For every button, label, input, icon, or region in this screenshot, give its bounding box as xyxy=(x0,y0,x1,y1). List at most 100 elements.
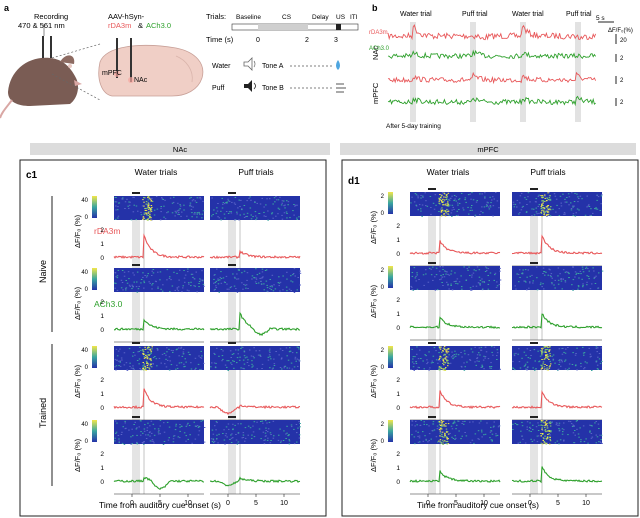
heatmap-pixel xyxy=(486,270,488,272)
heatmap-pixel xyxy=(278,282,281,284)
heatmap-pixel xyxy=(442,285,444,286)
heatmap-hot-pixel xyxy=(443,196,445,198)
heatmap-pixel xyxy=(461,286,463,288)
heatmap-pixel xyxy=(595,434,597,436)
heatmap-pixel xyxy=(570,209,573,211)
y-tick-label: 0 xyxy=(396,251,400,258)
heatmap-pixel xyxy=(523,351,526,353)
heatmap-hot-pixel xyxy=(546,346,548,348)
heatmap-pixel xyxy=(224,282,226,283)
heatmap-hot-pixel xyxy=(144,368,147,369)
heatmap-pixel xyxy=(283,430,285,432)
heatmap-pixel xyxy=(291,352,294,354)
heatmap-pixel xyxy=(152,269,155,270)
heatmap-pixel xyxy=(479,283,481,285)
heatmap-pixel xyxy=(565,348,567,350)
heatmap-pixel xyxy=(293,214,295,216)
heatmap-pixel xyxy=(217,216,219,218)
heatmap-pixel xyxy=(273,365,276,366)
heatmap-pixel xyxy=(220,210,222,212)
heatmap-pixel xyxy=(168,426,171,428)
heatmap-hot-pixel xyxy=(445,423,447,425)
heatmap-pixel xyxy=(572,424,574,426)
heatmap-pixel xyxy=(461,435,463,437)
heatmap-pixel xyxy=(518,348,520,350)
heatmap-hot-pixel xyxy=(445,205,448,207)
heatmap-pixel xyxy=(597,356,599,358)
heatmap-hot-pixel xyxy=(150,360,152,362)
heatmap xyxy=(512,192,602,216)
heatmap-pixel xyxy=(542,283,544,285)
heatmap xyxy=(210,268,300,292)
heatmap-pixel xyxy=(144,424,146,426)
heatmap-pixel xyxy=(266,287,269,289)
heatmap-pixel xyxy=(418,437,421,439)
heatmap-hot-pixel xyxy=(442,358,445,360)
heatmap-pixel xyxy=(479,279,482,281)
signal-trace xyxy=(113,476,205,491)
heatmap-pixel xyxy=(449,362,452,364)
heatmap-hot-pixel xyxy=(542,420,544,422)
heatmap-hot-pixel xyxy=(540,195,542,197)
heatmap-pixel xyxy=(249,207,252,209)
heatmap-pixel xyxy=(143,287,145,289)
heatmap-hot-pixel xyxy=(547,434,549,435)
heatmap-pixel xyxy=(159,219,162,221)
cue-shade xyxy=(428,192,436,266)
heatmap-pixel xyxy=(520,209,523,211)
heatmap-pixel xyxy=(237,269,240,271)
virus-label: AAV-hSyn- xyxy=(108,12,145,21)
heatmap-pixel xyxy=(458,430,460,432)
heatmap-pixel xyxy=(266,422,268,424)
heatmap-pixel xyxy=(176,364,178,366)
heatmap-pixel xyxy=(587,205,590,207)
heatmap-pixel xyxy=(580,365,582,367)
heatmap-pixel xyxy=(221,207,224,209)
heatmap-pixel xyxy=(247,359,249,361)
heatmap-pixel xyxy=(263,211,265,213)
heatmap-pixel xyxy=(187,351,190,353)
heatmap-pixel xyxy=(524,197,526,199)
heatmap-pixel xyxy=(241,346,243,348)
heatmap-hot-pixel xyxy=(543,358,545,360)
heatmap-pixel xyxy=(203,362,205,364)
heatmap-pixel xyxy=(457,354,460,356)
heatmap-pixel xyxy=(554,279,556,281)
heatmap-hot-pixel xyxy=(444,435,446,437)
heatmap-pixel xyxy=(270,440,272,441)
heatmap-pixel xyxy=(288,440,291,442)
heatmap-pixel xyxy=(132,196,134,198)
heatmap-pixel xyxy=(237,432,240,434)
heatmap-pixel xyxy=(541,429,544,431)
heatmap-pixel xyxy=(550,430,552,432)
heatmap-pixel xyxy=(213,362,216,364)
signal-trace xyxy=(409,390,501,410)
heatmap-pixel xyxy=(589,356,592,358)
heatmap-pixel xyxy=(242,288,244,290)
heatmap-pixel xyxy=(417,435,419,437)
heatmap-pixel xyxy=(162,284,164,286)
heatmap-hot-pixel xyxy=(548,359,550,360)
heatmap-pixel xyxy=(248,197,250,199)
heatmap-pixel xyxy=(230,212,233,214)
heatmap-pixel xyxy=(288,434,290,436)
heatmap-hot-pixel xyxy=(439,194,441,195)
x-tick-label: 0 xyxy=(528,500,532,507)
y-tick-label: 1 xyxy=(100,391,104,398)
panel-a: a Recording 470 & 561 nm AAV-hSyn- rDA3m… xyxy=(0,3,359,119)
heatmap-hot-pixel xyxy=(149,349,151,351)
heatmap-pixel xyxy=(227,370,229,371)
heatmap-pixel xyxy=(595,442,598,444)
heatmap-pixel xyxy=(545,271,547,273)
heatmap-hot-pixel xyxy=(442,359,444,361)
heatmap-hot-pixel xyxy=(540,421,543,423)
heatmap-pixel xyxy=(190,196,192,198)
heatmap-pixel xyxy=(452,206,454,208)
phase-baseline: Baseline xyxy=(236,14,261,21)
cue-shade xyxy=(530,192,538,266)
heatmap-hot-pixel xyxy=(146,214,148,216)
heatmap-pixel xyxy=(190,362,192,364)
heatmap-hot-pixel xyxy=(547,208,550,210)
panel-b: b Water trial Puff trial Water trial Puf… xyxy=(369,3,633,130)
heatmap-pixel xyxy=(297,277,299,278)
